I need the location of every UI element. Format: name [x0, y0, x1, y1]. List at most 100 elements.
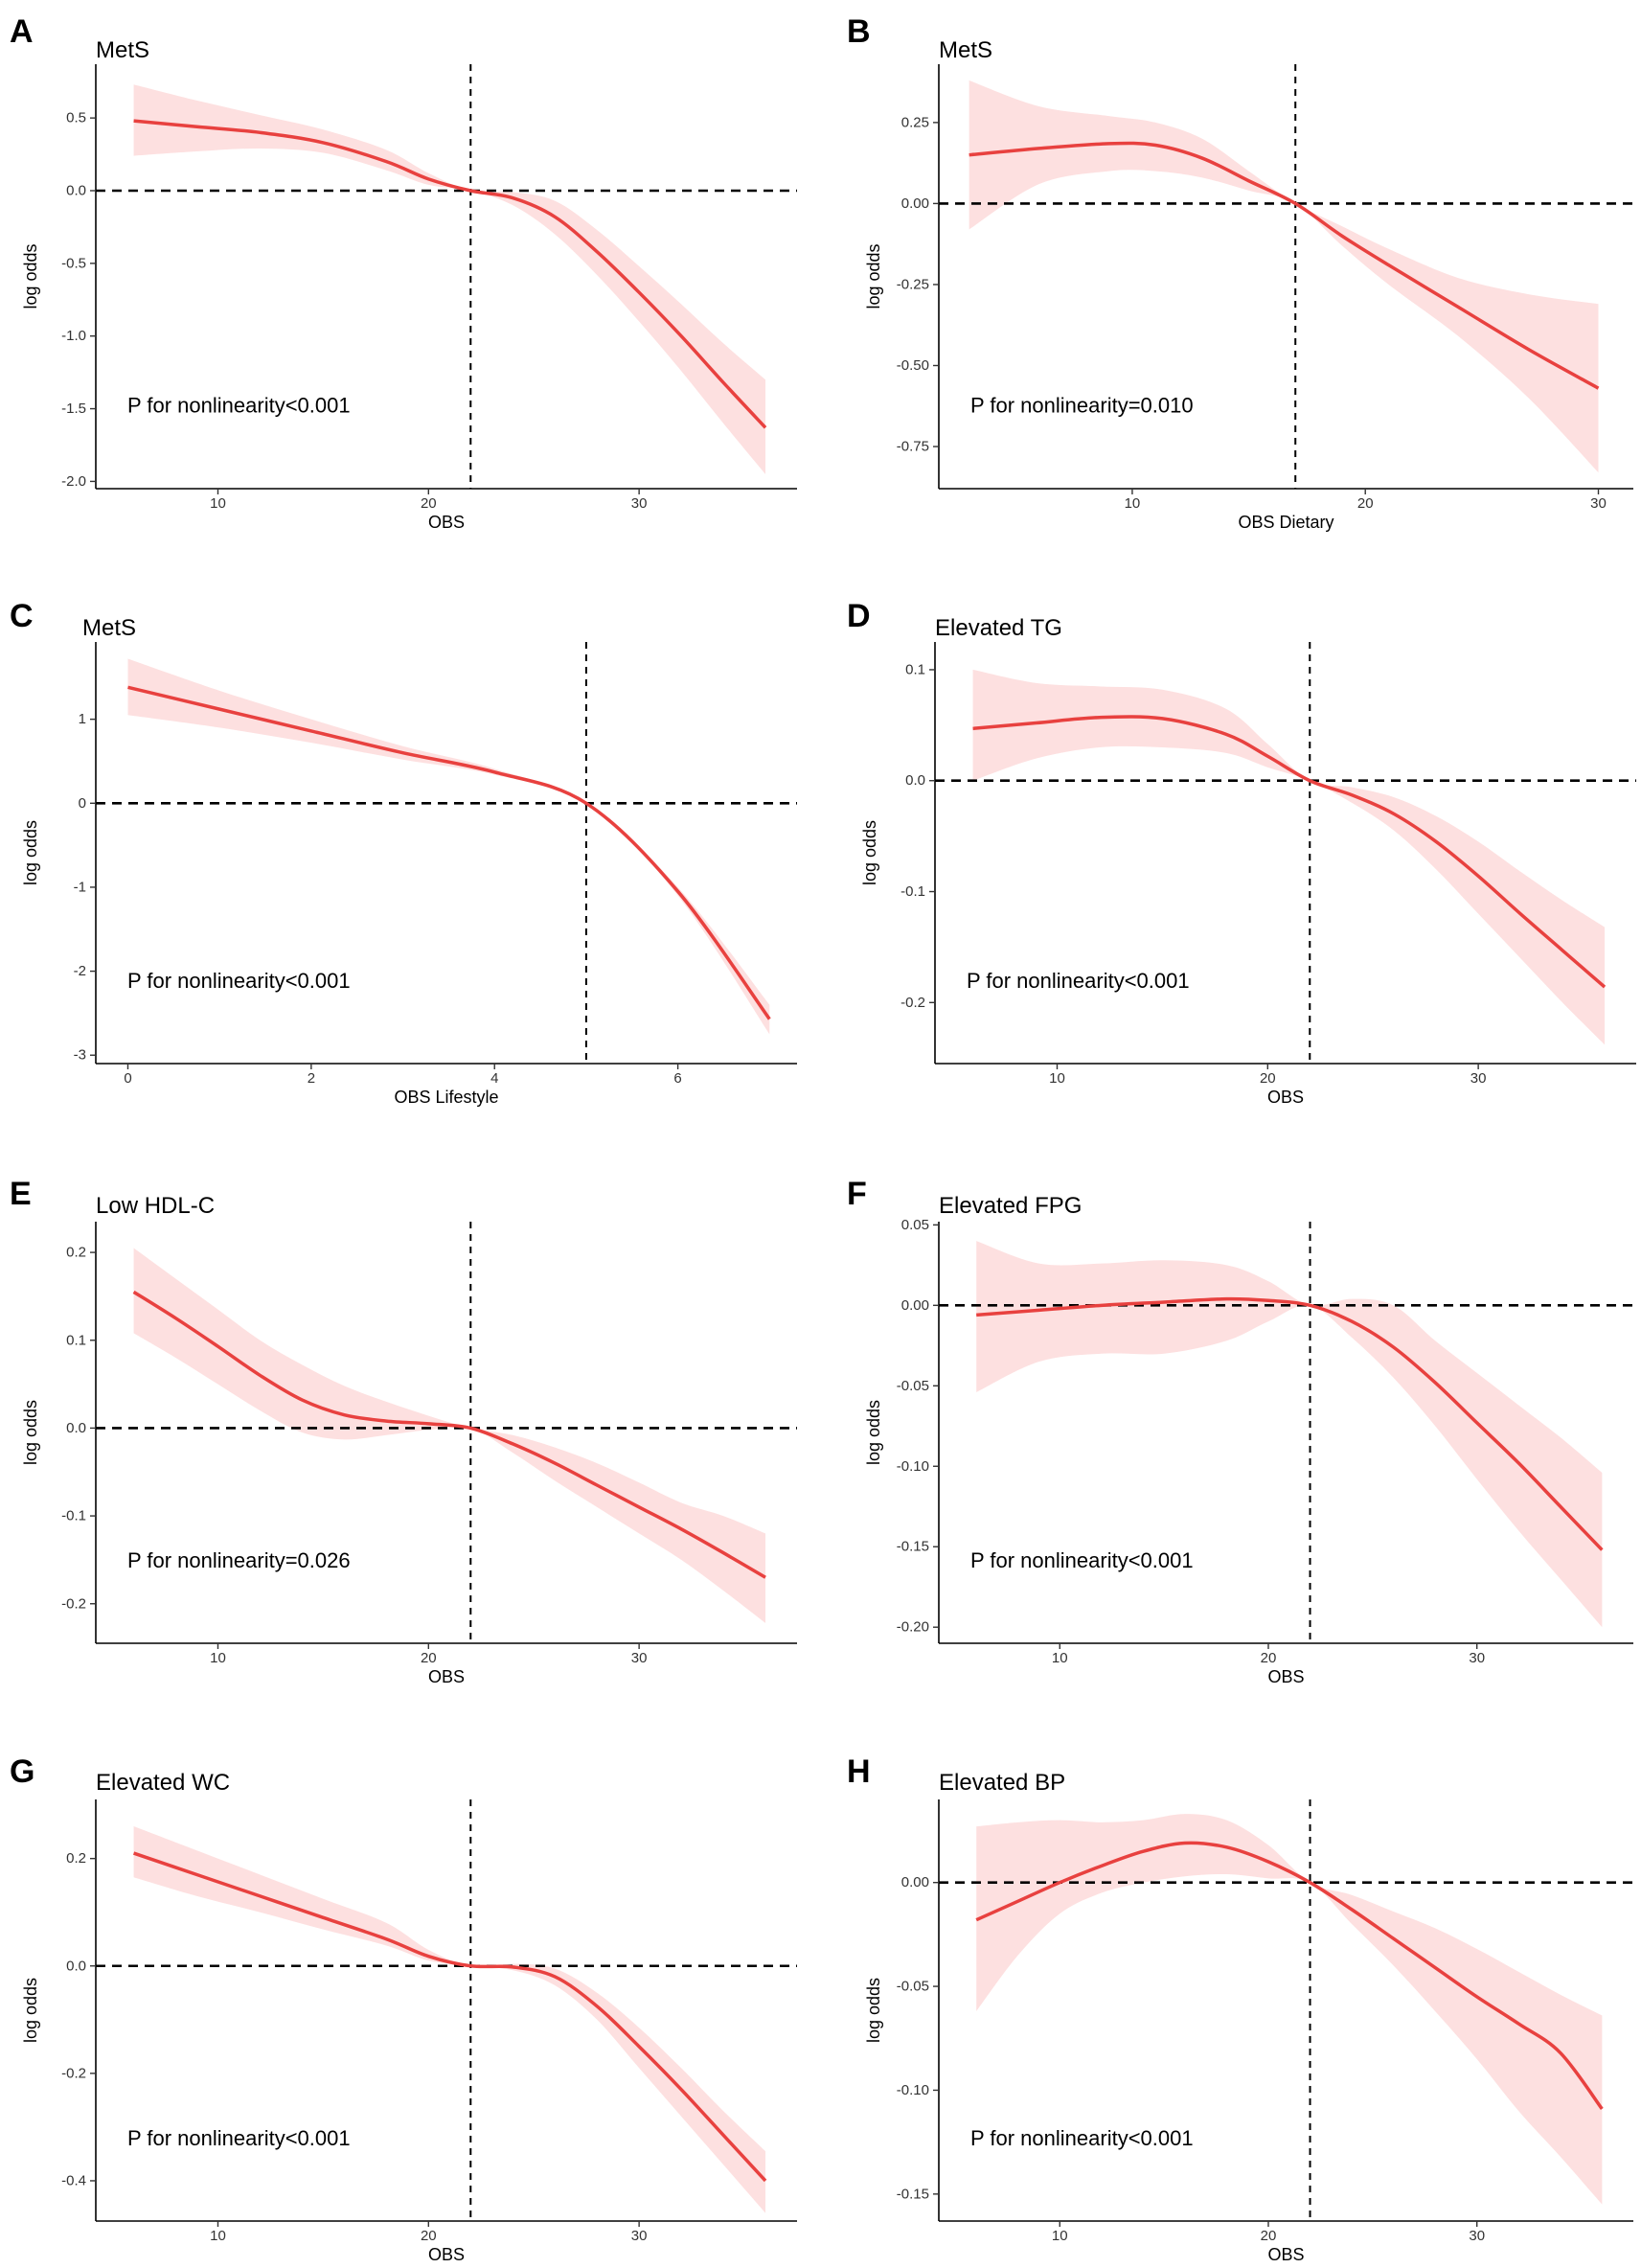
x-tick-label: 10 [210, 2228, 226, 2244]
panel-title: MetS [939, 37, 992, 63]
x-tick-label: 10 [1049, 1070, 1065, 1087]
y-tick-label: 0.0 [66, 1420, 86, 1436]
panel-h: H Elevated BP -0.15 -0.10 -0.05 0.00 10 20 30 OBS… [847, 1753, 1633, 2264]
x-axis-label: OBS [1267, 1667, 1304, 1686]
panel-title: Elevated WC [96, 1770, 230, 1796]
nonlinearity-annotation: P for nonlinearity<0.001 [127, 393, 351, 417]
x-tick-label: 10 [210, 495, 226, 512]
y-tick-label: -1.5 [61, 401, 86, 417]
y-tick-label: 0.00 [901, 195, 929, 212]
panel-letter: E [10, 1176, 32, 1212]
x-axis-label: OBS Lifestyle [394, 1088, 498, 1107]
y-tick-label: -0.1 [61, 1508, 86, 1524]
panel-c: C MetS -3 -2 -1 0 1 0 2 4 6 OBS Lifestyle log odds P … [10, 598, 797, 1107]
y-axis-label: log odds [864, 243, 883, 309]
y-tick-label: -0.5 [61, 255, 86, 271]
y-tick-label: 0.1 [905, 661, 925, 677]
y-tick-label: -0.10 [897, 2082, 929, 2098]
panel-letter: B [847, 13, 871, 50]
panel-letter: G [10, 1753, 34, 1790]
panel-title: MetS [96, 37, 149, 63]
nonlinearity-annotation: P for nonlinearity=0.026 [127, 1548, 351, 1572]
y-tick-label: 0.05 [901, 1217, 929, 1233]
y-tick-label: 0.0 [66, 182, 86, 198]
nonlinearity-annotation: P for nonlinearity<0.001 [127, 969, 351, 993]
x-tick-label: 20 [1260, 1070, 1276, 1087]
x-axis-label: OBS Dietary [1238, 513, 1333, 532]
x-tick-label: 20 [1261, 2228, 1277, 2244]
nonlinearity-annotation: P for nonlinearity<0.001 [970, 1548, 1194, 1572]
panel-title: Elevated BP [939, 1770, 1065, 1796]
y-tick-label: -3 [74, 1047, 86, 1064]
y-tick-label: 0.00 [901, 1874, 929, 1890]
panel-d: D Elevated TG -0.2 -0.1 0.0 0.1 10 20 30 OBS log o… [847, 598, 1636, 1107]
y-tick-label: -0.25 [897, 276, 929, 292]
confidence-band [969, 80, 1599, 473]
y-tick-label: -0.4 [61, 2172, 86, 2188]
y-tick-label: -0.15 [897, 1539, 929, 1555]
x-axis-label: OBS [428, 1667, 465, 1686]
panel-title: Low HDL-C [96, 1193, 215, 1219]
x-tick-label: 20 [1261, 1650, 1277, 1666]
y-tick-label: -0.10 [897, 1458, 929, 1475]
x-tick-label: 30 [1470, 1070, 1487, 1087]
spline-curve [972, 715, 1607, 989]
panel-a: A MetS -2.0 -1.5 -1.0 -0.5 0.0 0.5 10 20 30 OBS log … [10, 13, 797, 532]
confidence-band [133, 84, 766, 474]
y-axis-label: log odds [21, 243, 40, 309]
y-tick-label: 0.0 [66, 1958, 86, 1974]
y-tick-label: 1 [79, 711, 86, 727]
x-tick-label: 10 [1125, 495, 1141, 512]
spline-curve [133, 119, 767, 429]
x-axis-label: OBS [1267, 2245, 1304, 2264]
y-tick-label: -0.50 [897, 357, 929, 374]
y-tick-label: 0 [79, 795, 86, 812]
panel-letter: H [847, 1753, 871, 1790]
y-tick-label: -0.2 [900, 995, 925, 1011]
y-tick-label: -2 [74, 963, 86, 979]
y-tick-label: -0.2 [61, 1595, 86, 1612]
x-tick-label: 4 [490, 1070, 498, 1087]
panel-title: MetS [82, 615, 136, 641]
panel-letter: A [10, 13, 34, 50]
x-tick-label: 10 [210, 1650, 226, 1666]
spline-curve [132, 1290, 766, 1579]
y-tick-label: -0.20 [897, 1619, 929, 1636]
x-tick-label: 30 [1590, 495, 1607, 512]
nonlinearity-annotation: P for nonlinearity=0.010 [970, 393, 1194, 417]
confidence-band [976, 1241, 1603, 1628]
nonlinearity-annotation: P for nonlinearity<0.001 [127, 2126, 351, 2150]
x-tick-label: 0 [124, 1070, 131, 1087]
confidence-band [972, 669, 1606, 1045]
y-axis-label: log odds [21, 1978, 40, 2043]
y-tick-label: 0.00 [901, 1297, 929, 1314]
spline-curve [976, 1296, 1604, 1551]
y-tick-label: 0.2 [66, 1245, 86, 1261]
panel-title: Elevated FPG [939, 1193, 1082, 1219]
x-tick-label: 30 [1469, 1650, 1485, 1666]
confidence-band [133, 1826, 766, 2213]
x-tick-label: 20 [421, 1650, 437, 1666]
x-tick-label: 20 [421, 2228, 437, 2244]
x-tick-label: 10 [1052, 1650, 1068, 1666]
y-axis-label: log odds [864, 1400, 883, 1465]
y-axis-label: log odds [21, 820, 40, 885]
confidence-band [976, 1814, 1603, 2205]
y-tick-label: -0.75 [897, 439, 929, 455]
panel-b: B MetS -0.75 -0.50 -0.25 0.00 0.25 10 20 30 OBS Di… [847, 13, 1633, 532]
panel-letter: C [10, 598, 34, 634]
y-tick-label: 0.0 [905, 772, 925, 789]
nonlinearity-annotation: P for nonlinearity<0.001 [970, 2126, 1194, 2150]
spline-curve [969, 141, 1600, 390]
x-tick-label: 30 [631, 495, 648, 512]
y-tick-label: -2.0 [61, 473, 86, 490]
panel-letter: F [847, 1176, 867, 1212]
spline-curve [133, 1851, 767, 2183]
panel-title: Elevated TG [935, 615, 1062, 641]
x-tick-label: 6 [673, 1070, 681, 1087]
panel-letter: D [847, 598, 871, 634]
x-tick-label: 30 [1469, 2228, 1485, 2244]
confidence-band [127, 658, 770, 1035]
